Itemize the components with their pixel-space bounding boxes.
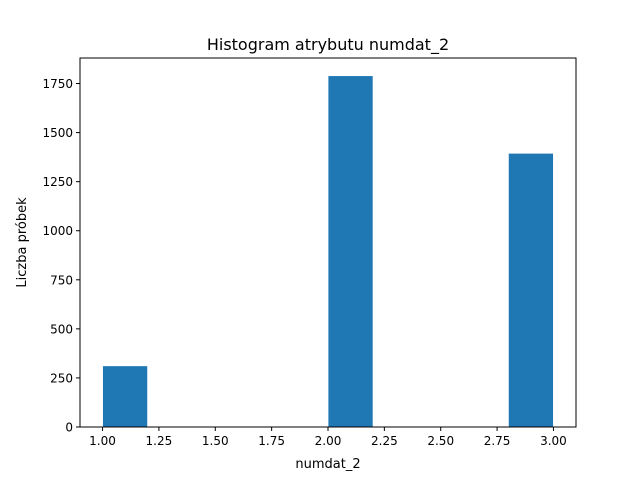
chart-title: Histogram atrybutu numdat_2 — [207, 35, 449, 55]
y-axis-label: Liczba próbek — [15, 197, 30, 288]
y-tick-label: 750 — [50, 273, 73, 287]
y-axis-ticks: 0 250 500 750 1000 1250 1500 1750 — [42, 77, 80, 435]
histogram-bar-3 — [507, 152, 554, 428]
x-tick-label: 3.00 — [540, 434, 567, 448]
x-tick-label: 2.25 — [371, 434, 398, 448]
plot-frame — [79, 57, 577, 428]
x-tick-label: 2.50 — [427, 434, 454, 448]
y-tick-label: 1750 — [42, 77, 73, 91]
y-tick-label: 500 — [50, 322, 73, 336]
x-tick-label: 1.00 — [89, 434, 116, 448]
x-axis-label: numdat_2 — [295, 457, 360, 472]
x-tick-label: 1.50 — [202, 434, 229, 448]
bars-group — [102, 75, 554, 428]
y-tick-label: 1250 — [42, 175, 73, 189]
x-tick-label: 1.25 — [146, 434, 173, 448]
y-tick-label: 0 — [65, 421, 73, 435]
y-tick-label: 250 — [50, 371, 73, 385]
x-tick-label: 2.00 — [315, 434, 342, 448]
x-tick-label: 2.75 — [484, 434, 511, 448]
y-tick-label: 1000 — [42, 224, 73, 238]
y-tick-label: 1500 — [42, 126, 73, 140]
x-tick-label: 1.75 — [258, 434, 285, 448]
histogram-bar-2 — [327, 75, 374, 428]
histogram-bar-1 — [102, 365, 149, 428]
x-axis-ticks: 1.00 1.25 1.50 1.75 2.00 2.25 2.50 2.75 3.00 — [89, 427, 567, 448]
